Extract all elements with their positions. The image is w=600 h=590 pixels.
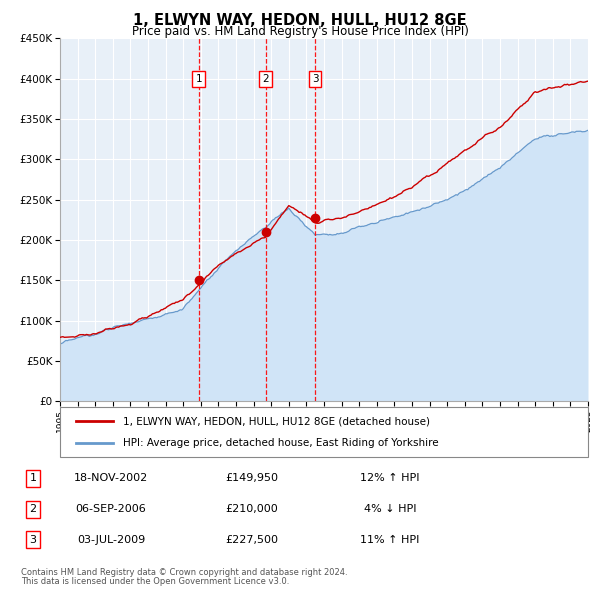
1, ELWYN WAY, HEDON, HULL, HU12 8GE (detached house) (386, 194, 394, 201)
Text: 11% ↑ HPI: 11% ↑ HPI (361, 535, 419, 545)
1, ELWYN WAY, HEDON, HULL, HU12 8GE (detached house) (584, 77, 592, 84)
HPI: Average price, detached house, East Riding of Yorkshire: (2.01e+03, 2.22e+05): Average price, detached house, East Ridi… (374, 219, 382, 226)
1, ELWYN WAY, HEDON, HULL, HU12 8GE (detached house) (374, 200, 382, 207)
Text: 3: 3 (312, 74, 319, 84)
Text: 2: 2 (262, 74, 269, 84)
Text: Contains HM Land Registry data © Crown copyright and database right 2024.: Contains HM Land Registry data © Crown c… (21, 568, 347, 577)
HPI: Average price, detached house, East Riding of Yorkshire: (2e+03, 7.11e+04): Average price, detached house, East Ridi… (56, 340, 64, 348)
Text: 18-NOV-2002: 18-NOV-2002 (74, 474, 148, 483)
1, ELWYN WAY, HEDON, HULL, HU12 8GE (detached house) (520, 100, 527, 107)
Line: 1, ELWYN WAY, HEDON, HULL, HU12 8GE (detached house): 1, ELWYN WAY, HEDON, HULL, HU12 8GE (det… (60, 81, 588, 337)
HPI: Average price, detached house, East Riding of Yorkshire: (2.01e+03, 2.27e+05): Average price, detached house, East Ridi… (386, 215, 394, 222)
FancyBboxPatch shape (60, 407, 588, 457)
Text: Price paid vs. HM Land Registry's House Price Index (HPI): Price paid vs. HM Land Registry's House … (131, 25, 469, 38)
HPI: Average price, detached house, East Riding of Yorkshire: (2.02e+03, 3.14e+05): Average price, detached house, East Ridi… (520, 145, 527, 152)
Text: 2: 2 (29, 504, 37, 514)
Text: 06-SEP-2006: 06-SEP-2006 (76, 504, 146, 514)
Text: HPI: Average price, detached house, East Riding of Yorkshire: HPI: Average price, detached house, East… (124, 438, 439, 448)
Text: 3: 3 (29, 535, 37, 545)
HPI: Average price, detached house, East Riding of Yorkshire: (2.02e+03, 3.36e+05): Average price, detached house, East Ridi… (584, 127, 592, 134)
HPI: Average price, detached house, East Riding of Yorkshire: (2e+03, 1.04e+05): Average price, detached house, East Ridi… (155, 313, 162, 320)
Text: This data is licensed under the Open Government Licence v3.0.: This data is licensed under the Open Gov… (21, 578, 289, 586)
Text: 12% ↑ HPI: 12% ↑ HPI (360, 474, 420, 483)
Text: 4% ↓ HPI: 4% ↓ HPI (364, 504, 416, 514)
Text: 1, ELWYN WAY, HEDON, HULL, HU12 8GE: 1, ELWYN WAY, HEDON, HULL, HU12 8GE (133, 13, 467, 28)
Text: £210,000: £210,000 (226, 504, 278, 514)
Text: 1: 1 (196, 74, 202, 84)
1, ELWYN WAY, HEDON, HULL, HU12 8GE (detached house) (71, 333, 78, 340)
HPI: Average price, detached house, East Riding of Yorkshire: (2e+03, 7.7e+04): Average price, detached house, East Ridi… (71, 336, 78, 343)
1, ELWYN WAY, HEDON, HULL, HU12 8GE (detached house) (357, 207, 364, 214)
Text: £227,500: £227,500 (226, 535, 278, 545)
Text: 1, ELWYN WAY, HEDON, HULL, HU12 8GE (detached house): 1, ELWYN WAY, HEDON, HULL, HU12 8GE (det… (124, 416, 430, 426)
HPI: Average price, detached house, East Riding of Yorkshire: (2.01e+03, 2.17e+05): Average price, detached house, East Ridi… (357, 223, 364, 230)
Text: £149,950: £149,950 (226, 474, 278, 483)
Text: 03-JUL-2009: 03-JUL-2009 (77, 535, 145, 545)
Text: 1: 1 (29, 474, 37, 483)
Line: HPI: Average price, detached house, East Riding of Yorkshire: HPI: Average price, detached house, East… (60, 130, 588, 344)
1, ELWYN WAY, HEDON, HULL, HU12 8GE (detached house) (155, 309, 162, 316)
1, ELWYN WAY, HEDON, HULL, HU12 8GE (detached house) (56, 334, 64, 341)
